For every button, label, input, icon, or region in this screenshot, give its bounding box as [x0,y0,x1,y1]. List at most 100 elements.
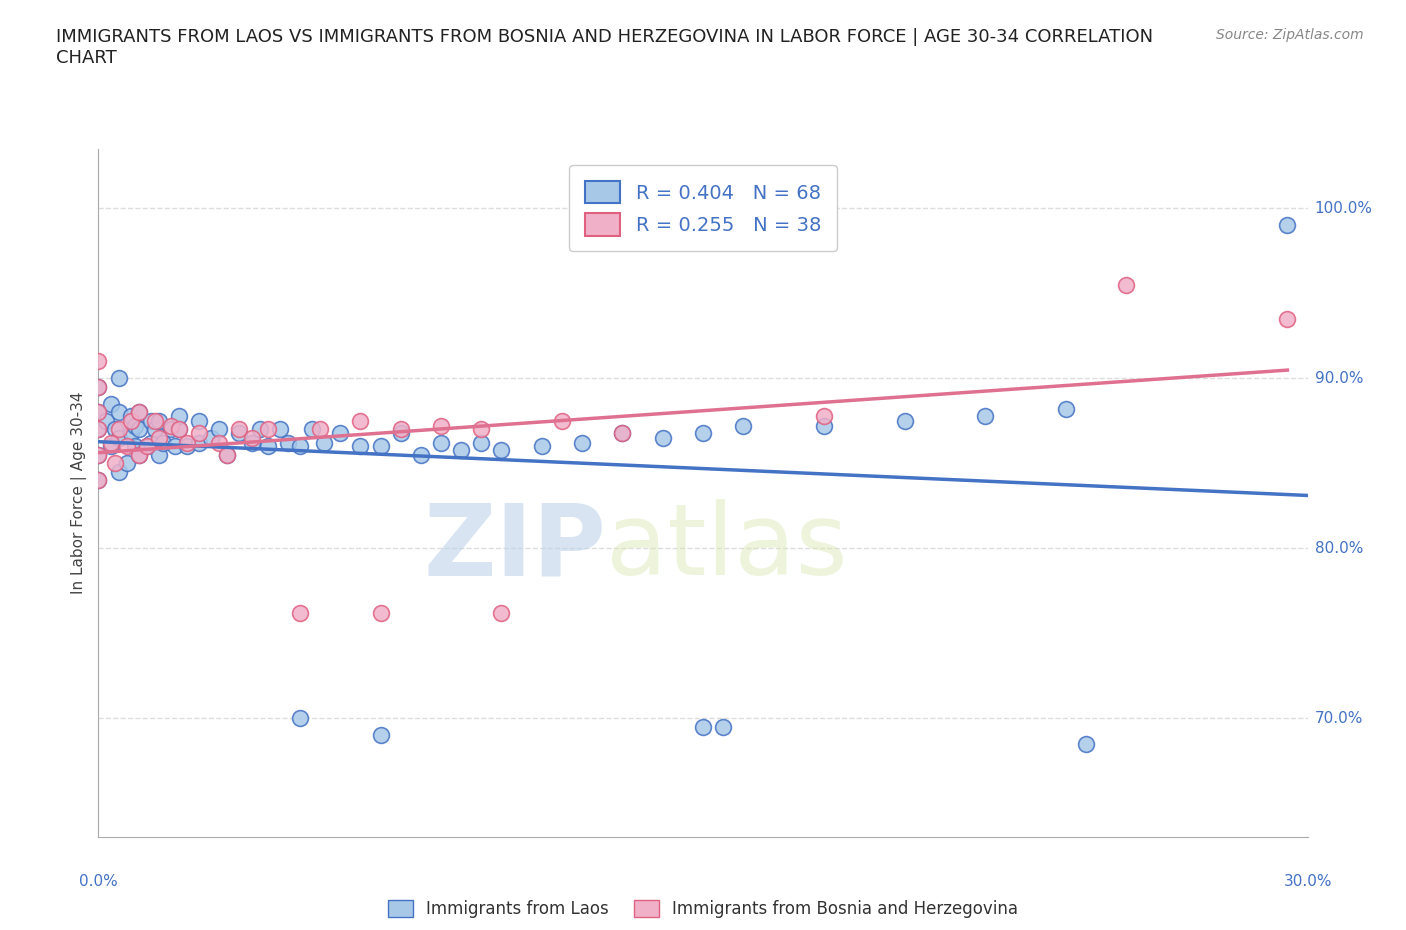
Point [128,405,150,419]
Text: 30.0%: 30.0% [1284,874,1331,889]
Point [288,439,311,454]
Point [651,431,673,445]
Text: 0.0%: 0.0% [79,874,118,889]
Point [128,405,150,419]
Point [1277,218,1299,232]
Point [87,379,110,394]
Point [103,421,125,436]
Point [269,421,291,436]
Point [107,405,129,419]
Point [120,425,142,440]
Point [87,472,110,487]
Point [128,447,150,462]
Point [124,418,146,433]
Point [370,605,392,620]
Point [711,719,734,734]
Point [115,456,138,471]
Point [87,421,110,436]
Point [240,435,263,450]
Text: 100.0%: 100.0% [1315,201,1372,216]
Point [139,413,162,428]
Point [301,421,323,436]
Point [200,431,222,445]
Point [124,439,146,454]
Point [107,371,129,386]
Text: Source: ZipAtlas.com: Source: ZipAtlas.com [1216,28,1364,42]
Point [100,396,122,411]
Point [349,439,371,454]
Point [87,447,110,462]
Point [87,421,110,436]
Text: ZIP: ZIP [423,499,606,596]
Point [1115,277,1137,292]
Point [100,435,122,450]
Point [160,418,183,433]
Point [208,421,231,436]
Point [228,421,250,436]
Point [100,439,122,454]
Legend: Immigrants from Laos, Immigrants from Bosnia and Herzegovina: Immigrants from Laos, Immigrants from Bo… [381,894,1025,925]
Point [87,472,110,487]
Point [188,435,211,450]
Point [551,413,574,428]
Point [530,439,553,454]
Point [612,425,634,440]
Point [148,431,170,445]
Point [87,379,110,394]
Point [370,727,392,742]
Point [470,421,492,436]
Point [217,447,239,462]
Point [228,425,250,440]
Point [103,456,125,471]
Point [139,435,162,450]
Point [309,421,332,436]
Point [470,435,492,450]
Point [491,442,513,457]
Point [349,413,371,428]
Point [692,425,714,440]
Point [277,435,299,450]
Point [167,421,190,436]
Point [148,413,170,428]
Point [249,421,271,436]
Point [135,439,157,454]
Point [733,418,755,433]
Point [87,353,110,368]
Point [120,413,142,428]
Text: IMMIGRANTS FROM LAOS VS IMMIGRANTS FROM BOSNIA AND HERZEGOVINA IN LABOR FORCE | : IMMIGRANTS FROM LAOS VS IMMIGRANTS FROM … [56,28,1153,67]
Point [188,425,211,440]
Point [430,435,453,450]
Point [370,439,392,454]
Point [491,605,513,620]
Point [120,408,142,423]
Point [143,421,166,436]
Point [813,418,835,433]
Point [893,413,915,428]
Point [389,421,412,436]
Point [256,421,278,436]
Point [208,435,231,450]
Point [176,439,198,454]
Point [1074,737,1097,751]
Point [314,435,336,450]
Point [160,421,183,436]
Point [163,439,186,454]
Point [135,439,157,454]
Text: 80.0%: 80.0% [1315,540,1362,555]
Point [256,439,278,454]
Point [1277,312,1299,326]
Point [167,421,190,436]
Point [240,431,263,445]
Point [176,435,198,450]
Point [107,431,129,445]
Point [450,442,472,457]
Point [148,447,170,462]
Point [152,435,174,450]
Point [813,408,835,423]
Point [430,418,453,433]
Point [96,413,118,428]
Point [128,447,150,462]
Y-axis label: In Labor Force | Age 30-34: In Labor Force | Age 30-34 [72,392,87,594]
Point [128,421,150,436]
Text: 90.0%: 90.0% [1315,371,1362,386]
